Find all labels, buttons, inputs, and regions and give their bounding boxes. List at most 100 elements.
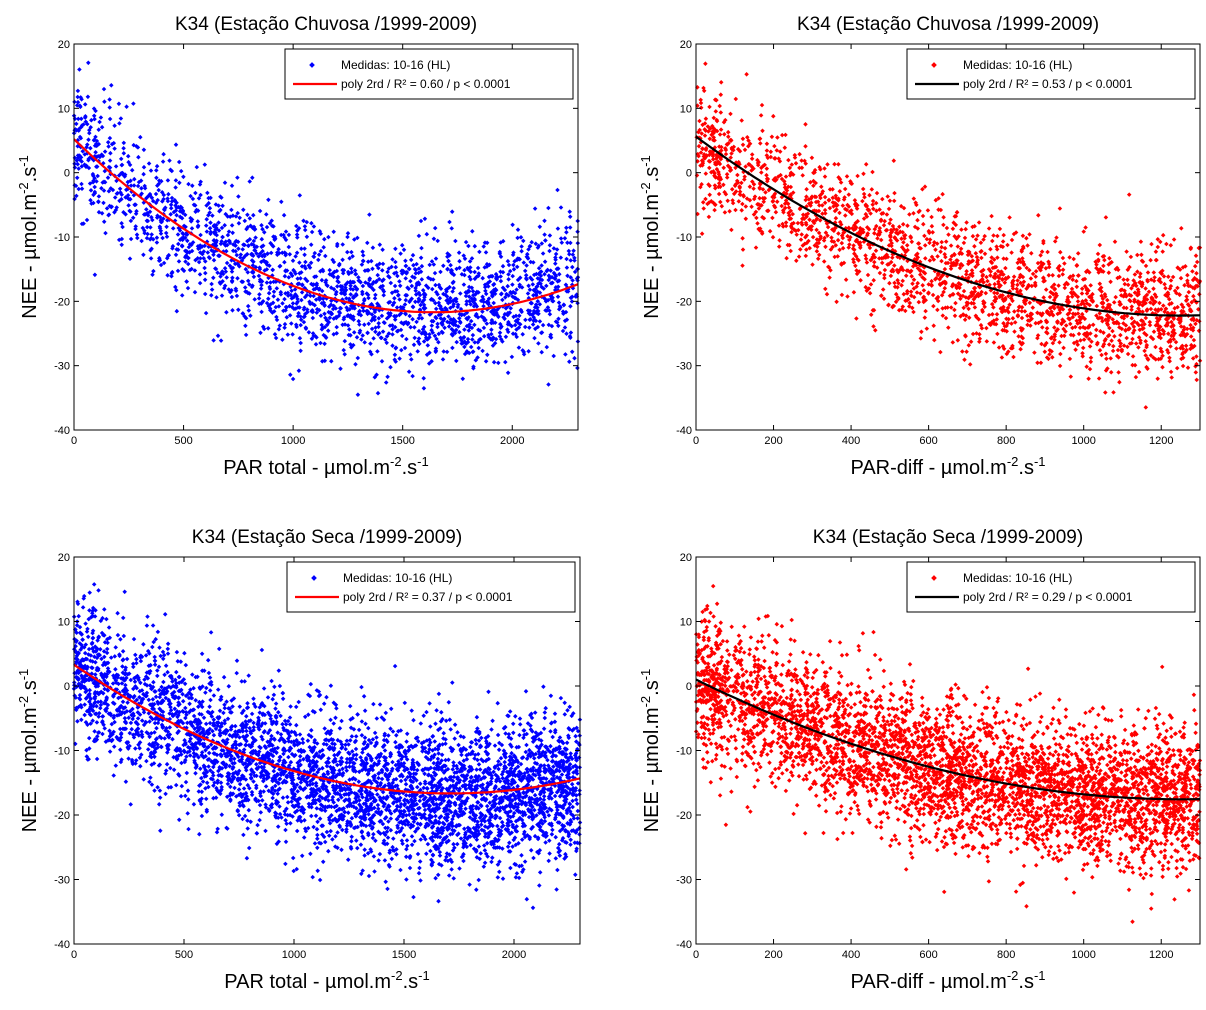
chart-1-point [74, 175, 80, 181]
chart-2-point [870, 169, 875, 175]
chart-1-point [403, 258, 408, 264]
chart-1-point [209, 293, 214, 298]
chart-1-point [353, 362, 358, 367]
chart-1-point [107, 158, 113, 163]
chart-2-point [1191, 337, 1197, 343]
chart-1-ylabel-part: NEE - µmol.m [19, 194, 41, 319]
chart-1-point [418, 218, 424, 224]
chart-2-point [892, 280, 897, 286]
chart-1-point [379, 313, 385, 319]
chart-2-point [707, 104, 712, 110]
chart-1-point [246, 308, 252, 313]
chart-2-point [1110, 348, 1116, 354]
chart-1-point [91, 113, 97, 119]
chart-3-point [334, 706, 339, 711]
chart-2-point [740, 263, 745, 268]
chart-2-point [1118, 332, 1123, 338]
chart-2-point [703, 196, 708, 202]
chart-1-point [108, 150, 113, 156]
chart-1-point [404, 336, 409, 342]
chart-1-point [510, 222, 515, 228]
chart-2-point [964, 220, 969, 225]
chart-2-point [1111, 343, 1116, 349]
chart-1-point [179, 293, 185, 298]
chart-2-point [829, 235, 834, 240]
chart-2-point [882, 267, 888, 273]
chart-1-point [398, 251, 403, 256]
chart-2-point [749, 152, 755, 157]
chart-2-point [1160, 364, 1165, 370]
chart-1-point [223, 269, 229, 274]
chart-2-point [764, 141, 770, 147]
chart-1-point [498, 254, 504, 259]
chart-1-point [289, 321, 294, 326]
chart-2-point [900, 222, 906, 227]
chart-1-point [392, 296, 397, 301]
chart-1-point [454, 339, 459, 345]
chart-1-point [164, 234, 170, 239]
chart-3-point [193, 771, 198, 776]
chart-1-point [146, 161, 152, 166]
chart-2-point [865, 272, 871, 278]
chart-1-point [421, 376, 426, 381]
chart-2-point [1113, 294, 1118, 300]
chart-2-point [842, 186, 848, 192]
chart-1-point [209, 281, 214, 287]
chart-3-point [208, 697, 213, 703]
chart-2-ytick-label: -30 [676, 361, 692, 373]
chart-2-point [1062, 285, 1068, 291]
chart-1-point [97, 119, 102, 125]
chart-2-point [955, 244, 961, 249]
chart-2-point [707, 165, 712, 171]
chart-1-point [551, 353, 556, 359]
chart-2-point [1060, 267, 1066, 273]
chart-2-point [869, 187, 875, 192]
chart-1-point [444, 349, 450, 355]
chart-2-point [1054, 235, 1059, 240]
chart-1-point [519, 244, 524, 249]
chart-2-point [915, 217, 920, 223]
chart-1-point [445, 267, 450, 272]
chart-2-point [920, 283, 925, 288]
chart-1-point [280, 337, 285, 342]
chart-2-point [1078, 338, 1083, 343]
chart-1-point [542, 218, 547, 224]
chart-1-point [302, 252, 307, 258]
chart-1-point [425, 343, 431, 348]
chart-2-point [1143, 263, 1149, 269]
chart-2-point [975, 233, 980, 238]
chart-1-point [242, 285, 248, 290]
chart-2-point [837, 210, 842, 216]
chart-1-point [86, 137, 91, 142]
chart-1-point [367, 212, 372, 217]
chart-1-point [429, 323, 435, 328]
chart-1-point [348, 283, 353, 288]
chart-2-point [1108, 356, 1113, 361]
chart-2-point [877, 225, 883, 231]
chart-2-point [1124, 249, 1129, 254]
chart-2-point [814, 249, 820, 254]
chart-2-point [1075, 299, 1081, 304]
chart-2-point [1019, 315, 1025, 321]
chart-3-title: K34 (Estação Seca /1999-2009) [192, 527, 462, 548]
chart-2-point [946, 325, 951, 330]
chart-1-point [149, 232, 154, 237]
chart-2-point [775, 135, 780, 140]
chart-1-point [522, 268, 528, 274]
chart-2-point [1166, 274, 1171, 279]
chart-1-point [528, 300, 534, 306]
chart-1-xlabel: PAR total - µmol.m-2.s-1 [223, 454, 428, 479]
chart-1-point [276, 326, 282, 332]
chart-2-point [1136, 345, 1141, 350]
chart-1-point [331, 229, 336, 235]
chart-2-point [973, 251, 979, 256]
chart-2-point [1044, 326, 1050, 331]
chart-2-point [747, 184, 753, 189]
chart-2-point [874, 190, 880, 196]
chart-1-point [103, 230, 108, 236]
chart-1-point [430, 286, 435, 292]
chart-1-point [150, 272, 155, 277]
chart-1-point [125, 153, 131, 159]
chart-1-xtick-label: 1500 [390, 435, 414, 447]
chart-1-point [470, 229, 475, 234]
